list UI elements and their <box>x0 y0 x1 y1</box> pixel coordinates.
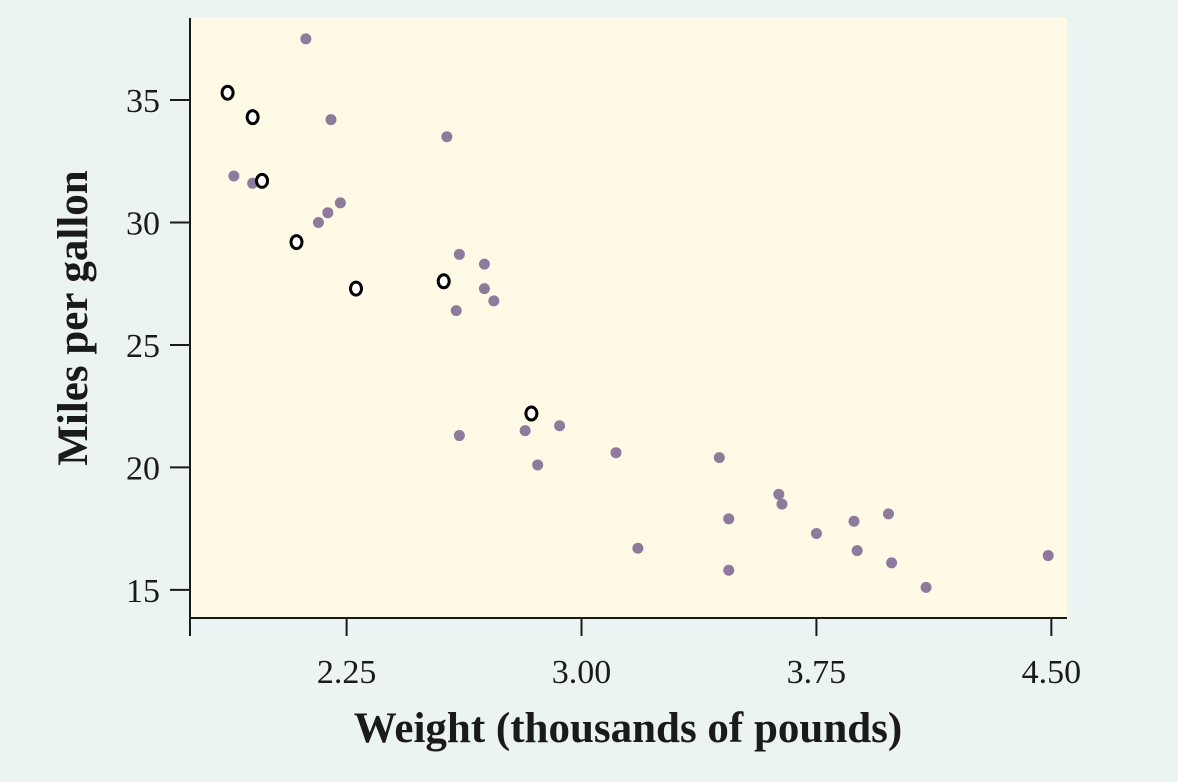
x-axis-title: Weight (thousands of pounds) <box>354 705 902 752</box>
data-point <box>882 508 894 520</box>
data-point <box>300 33 312 45</box>
data-point <box>810 528 822 540</box>
data-point <box>450 305 462 317</box>
data-point <box>478 258 490 270</box>
y-tick-label: 25 <box>126 328 160 365</box>
x-tick-label: 3.00 <box>552 654 612 691</box>
data-point <box>325 114 337 126</box>
data-point <box>610 447 622 459</box>
data-point <box>851 545 863 557</box>
x-tick-label: 2.25 <box>317 654 377 691</box>
y-axis-title: Miles per gallon <box>50 170 97 466</box>
data-point <box>1042 550 1054 562</box>
data-point <box>723 513 735 525</box>
data-point <box>478 283 490 295</box>
x-tick-label: 3.75 <box>787 654 847 691</box>
data-point <box>334 197 346 209</box>
data-point <box>532 459 544 471</box>
data-point <box>453 430 465 442</box>
data-point <box>312 216 324 228</box>
data-point <box>713 452 725 464</box>
open-data-point <box>436 273 451 290</box>
data-point <box>322 207 334 219</box>
plot-background <box>190 18 1067 618</box>
axes <box>189 18 1067 636</box>
data-point <box>519 425 531 437</box>
data-point <box>776 498 788 510</box>
data-point <box>848 515 860 527</box>
points-layer <box>220 33 1054 593</box>
data-point <box>228 170 240 182</box>
open-data-point <box>349 280 364 297</box>
data-point <box>773 488 785 500</box>
data-point <box>723 564 735 576</box>
data-point <box>886 557 898 569</box>
data-point <box>920 581 932 593</box>
open-data-point <box>524 405 539 422</box>
data-point <box>488 295 500 307</box>
y-tick-label: 35 <box>126 83 160 120</box>
data-point <box>453 248 465 260</box>
open-data-point <box>245 109 260 126</box>
data-point <box>632 542 644 554</box>
y-tick-label: 15 <box>126 573 160 610</box>
x-tick-label: 4.50 <box>1022 654 1082 691</box>
y-tick-label: 20 <box>126 450 160 487</box>
data-point <box>441 131 453 143</box>
open-data-point <box>289 234 304 251</box>
data-point <box>554 420 566 432</box>
ticks: 2.25 3.00 3.75 4.50 15 20 25 30 35 <box>126 83 1081 691</box>
open-data-point <box>255 172 270 189</box>
y-tick-label: 30 <box>126 205 160 242</box>
open-data-point <box>220 84 235 101</box>
